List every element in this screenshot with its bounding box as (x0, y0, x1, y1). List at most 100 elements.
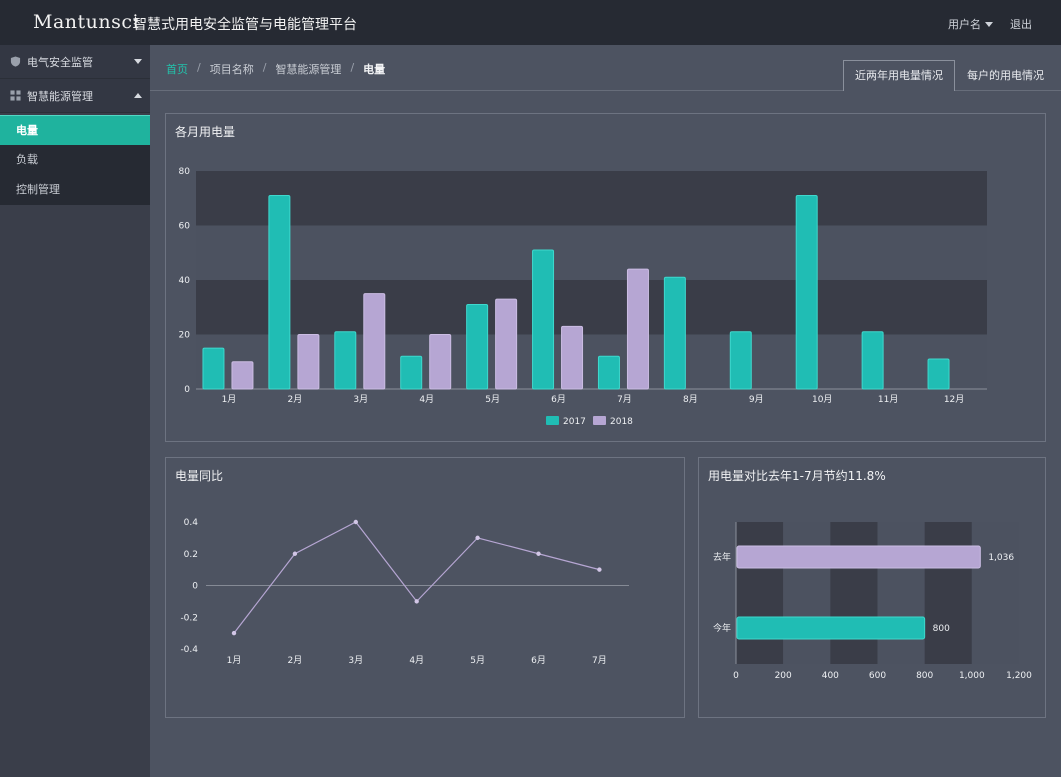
y-tick-label: -0.4 (180, 645, 198, 655)
x-tick-label: 600 (869, 671, 886, 681)
grid-band (196, 334, 987, 389)
x-tick-label: 2月 (288, 394, 303, 405)
panel-title: 各月用电量 (175, 125, 236, 139)
x-tick-label: 6月 (531, 655, 546, 666)
x-tick-label: 1,000 (959, 671, 985, 681)
bar-2017 (663, 276, 686, 390)
bar-2017 (466, 304, 489, 390)
user-menu[interactable]: 用户名 (948, 16, 993, 32)
y-tick-label: 80 (179, 167, 191, 177)
grid-band (196, 171, 987, 226)
sidebar-group-label: 智慧能源管理 (27, 89, 93, 103)
logout-link[interactable]: 退出 (1010, 18, 1032, 31)
chevron-down-icon (985, 21, 993, 27)
data-point (536, 551, 541, 556)
panel-title: 电量同比 (175, 469, 224, 483)
bar-2017 (400, 355, 423, 390)
legend-swatch (593, 416, 606, 425)
shield-icon (10, 56, 21, 67)
bar (736, 545, 981, 569)
bar-2017 (268, 195, 291, 390)
x-tick-label: 1月 (227, 655, 242, 666)
y-tick-label: 0.4 (184, 518, 199, 528)
data-point (353, 519, 358, 525)
breadcrumb-item[interactable]: 智慧能源管理 (275, 63, 342, 76)
chevron-up-icon (134, 93, 142, 98)
bar-2017 (927, 358, 950, 390)
bar-2018 (297, 334, 320, 390)
view-tabs: 近两年用电量情况 每户的用电情况 (843, 60, 1056, 91)
bar-2017 (202, 347, 225, 390)
x-tick-label: 12月 (944, 394, 964, 405)
sidebar-sub-list: 电量 负载 控制管理 (0, 115, 150, 205)
app-title: 智慧式用电安全监管与电能管理平台 (133, 17, 357, 33)
x-tick-label: 800 (916, 671, 933, 681)
bar-2018 (231, 361, 254, 390)
x-tick-label: 7月 (592, 655, 607, 666)
yoy-panel: 电量同比 0.4 0.2 0 -0.2 -0.4 1月 2月 3月 4月 5月 6月 7月 (165, 457, 685, 718)
grid-band (196, 225, 987, 280)
data-point (231, 630, 237, 636)
comparison-chart: 0 200 400 600 800 1,000 1,200 去年 1,036 今年 800 (713, 522, 1032, 681)
bar-2018 (363, 293, 386, 390)
sidebar-group-electrical-safety[interactable]: 电气安全监管 (0, 45, 150, 79)
x-tick-label: 10月 (812, 394, 832, 405)
x-tick-label: 400 (822, 671, 839, 681)
bar-2017 (861, 331, 884, 390)
x-tick-label: 3月 (353, 394, 368, 405)
y-tick-label: 0.2 (184, 550, 198, 560)
bar-2018 (429, 334, 452, 390)
x-tick-label: 2月 (288, 655, 303, 666)
legend-label: 2017 (563, 417, 586, 427)
monthly-usage-panel: 各月用电量 0 20 40 60 80 1月 2月 3月 4月 5月 6月 7月 8月 9月 10月 11月 1… (165, 113, 1046, 442)
yoy-chart: 0.4 0.2 0 -0.2 -0.4 1月 2月 3月 4月 5月 6月 7月 (180, 518, 629, 666)
breadcrumb: 首页 / 项目名称 / 智慧能源管理 / 电量 (166, 61, 385, 77)
divider (150, 90, 1061, 91)
grid-band (783, 522, 831, 664)
x-tick-label: 9月 (749, 394, 764, 405)
bar-2017 (597, 355, 620, 390)
breadcrumb-home[interactable]: 首页 (166, 63, 188, 76)
bar-2018 (561, 325, 584, 390)
x-tick-label: 3月 (348, 655, 363, 666)
sidebar-group-energy-management[interactable]: 智慧能源管理 (0, 79, 150, 113)
breadcrumb-separator: / (350, 61, 355, 74)
sidebar-item-electricity[interactable]: 电量 (0, 115, 150, 145)
bar-2017 (532, 249, 555, 390)
grid-icon (10, 90, 21, 101)
breadcrumb-current: 电量 (363, 63, 386, 76)
x-tick-label: 5月 (485, 394, 500, 405)
bar-2017 (334, 331, 357, 390)
x-tick-label: 8月 (683, 394, 698, 405)
sidebar-item-load[interactable]: 负载 (16, 153, 38, 166)
y-tick-label: 0 (184, 385, 190, 395)
x-tick-label: 5月 (470, 655, 485, 666)
sidebar-item-control[interactable]: 控制管理 (16, 183, 60, 196)
breadcrumb-separator: / (197, 61, 201, 74)
bar-2017 (729, 331, 752, 390)
y-tick-label: 20 (179, 331, 191, 341)
grid-band (877, 522, 925, 664)
tab-household-usage[interactable]: 每户的用电情况 (967, 69, 1044, 82)
tab-two-year-usage[interactable]: 近两年用电量情况 (843, 60, 955, 91)
legend-label: 2018 (610, 417, 633, 427)
grid-band (196, 280, 987, 335)
x-tick-label: 6月 (551, 394, 566, 405)
data-label: 800 (933, 624, 950, 634)
grid-band (830, 522, 878, 664)
monthly-usage-chart: 0 20 40 60 80 1月 2月 3月 4月 5月 6月 7月 8月 9月 10月 11月 12月 2017… (179, 167, 987, 427)
panel-title: 用电量对比去年1-7月节约11.8% (708, 469, 886, 483)
bar-2018 (495, 298, 518, 390)
x-tick-label: 200 (775, 671, 792, 681)
y-tick-label: 0 (192, 582, 198, 592)
x-tick-label: 1,200 (1006, 671, 1032, 681)
sidebar-group-label: 电气安全监管 (27, 55, 93, 69)
x-tick-label: 0 (733, 671, 739, 681)
bar-2017 (795, 195, 818, 390)
brand-logo: Mantunsci (33, 11, 140, 33)
breadcrumb-separator: / (262, 61, 267, 74)
breadcrumb-item[interactable]: 项目名称 (209, 63, 254, 76)
y-tick-label: -0.2 (180, 613, 198, 623)
x-tick-label: 1月 (222, 394, 237, 405)
bar-2018 (626, 268, 649, 390)
